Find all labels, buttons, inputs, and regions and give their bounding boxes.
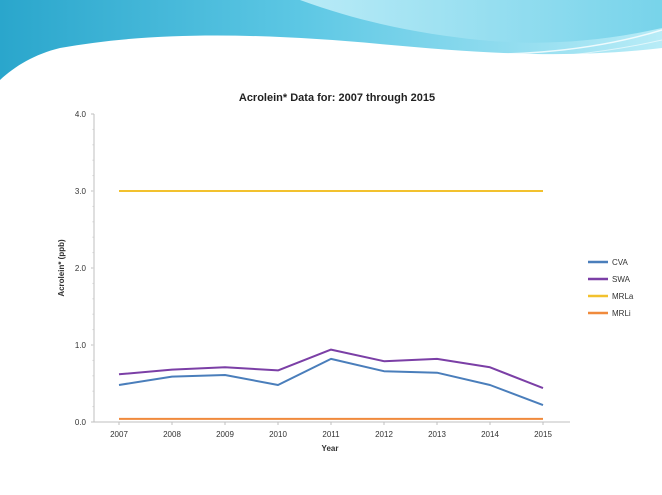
- axes: [91, 113, 570, 425]
- banner-wave-front: [300, 0, 662, 43]
- x-tick-label: 2007: [110, 430, 128, 439]
- y-tick-label: 2.0: [75, 264, 87, 273]
- legend-label-cva: CVA: [612, 258, 629, 267]
- slide-banner: [0, 0, 662, 80]
- y-tick-label: 1.0: [75, 341, 87, 350]
- series-line-swa: [118, 348, 544, 390]
- y-tick-label: 3.0: [75, 187, 87, 196]
- y-tick-labels: 0.0 1.0 2.0 3.0 4.0: [75, 110, 87, 427]
- y-tick-label: 4.0: [75, 110, 87, 119]
- y-tick-label: 0.0: [75, 418, 87, 427]
- series-line-cva: [118, 357, 544, 407]
- legend-label-mrla: MRLa: [612, 292, 634, 301]
- series-lines: [118, 190, 544, 420]
- banner-wave-line: [19, 29, 662, 71]
- legend-label-mrli: MRLi: [612, 309, 631, 318]
- legend: CVA SWA MRLa MRLi: [588, 258, 634, 318]
- x-tick-labels: 2007 2008 2009 2010 2011 2012 2013 2014 2015: [110, 430, 552, 439]
- x-tick-label: 2008: [163, 430, 181, 439]
- x-tick-label: 2013: [428, 430, 446, 439]
- x-tick-label: 2012: [375, 430, 393, 439]
- x-tick-label: 2010: [269, 430, 287, 439]
- x-tick-label: 2014: [481, 430, 499, 439]
- x-tick-label: 2015: [534, 430, 552, 439]
- x-tick-label: 2009: [216, 430, 234, 439]
- legend-label-swa: SWA: [612, 275, 631, 284]
- x-tick-label: 2011: [322, 430, 340, 439]
- banner-wave-line-2: [39, 39, 662, 77]
- y-axis-label: Acrolein* (ppb): [57, 239, 66, 297]
- x-axis-label: Year: [322, 444, 339, 453]
- chart-title: Acrolein* Data for: 2007 through 2015: [239, 92, 435, 104]
